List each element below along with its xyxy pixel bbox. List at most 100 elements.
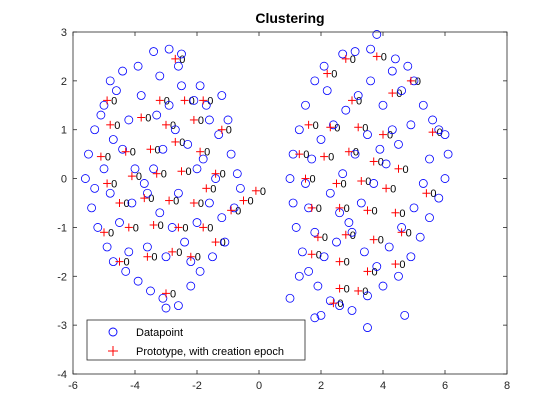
datapoint-marker (332, 237, 341, 247)
prototype-epoch-label: 0 (356, 95, 362, 107)
datapoint-marker (403, 61, 413, 71)
prototype-marker (239, 196, 248, 205)
datapoint-marker (434, 193, 444, 203)
prototype-marker (227, 206, 236, 215)
datapoint-marker (335, 301, 345, 311)
prototype-epoch-label: 0 (353, 147, 359, 159)
prototype-epoch-label: 0 (108, 227, 114, 239)
datapoint-marker (425, 154, 434, 164)
prototype-epoch-label: 0 (387, 130, 393, 142)
datapoint-marker (425, 213, 434, 223)
prototype-epoch-label: 0 (341, 178, 347, 190)
datapoint-marker (130, 164, 140, 174)
datapoint-layer (81, 30, 453, 332)
prototype-epoch-label: 0 (337, 298, 343, 310)
prototype-epoch-label: 0 (111, 178, 117, 190)
prototype-epoch-label: 0 (124, 257, 130, 269)
prototype-marker (217, 125, 226, 134)
datapoint-marker (136, 91, 146, 100)
datapoint-marker (108, 135, 118, 144)
prototype-marker (354, 286, 363, 295)
prototype-epoch-label: 0 (362, 122, 368, 134)
datapoint-marker (124, 247, 134, 257)
prototype-marker (171, 54, 180, 63)
prototype-epoch-label: 0 (195, 252, 201, 264)
prototype-epoch-label: 0 (378, 156, 384, 168)
datapoint-marker (350, 47, 360, 56)
datapoint-marker (359, 247, 369, 257)
datapoint-marker (105, 188, 115, 198)
datapoint-marker (341, 105, 351, 115)
prototype-epoch-label: 0 (430, 188, 436, 200)
prototype-epoch-label: 0 (179, 137, 185, 149)
datapoint-marker (102, 242, 112, 252)
datapoint-marker (363, 323, 372, 332)
datapoint-marker (394, 271, 403, 281)
prototype-marker (103, 96, 112, 105)
prototype-epoch-label: 0 (226, 125, 232, 137)
datapoint-marker (338, 169, 348, 179)
prototype-marker (106, 120, 115, 129)
datapoint-marker (363, 291, 372, 301)
datapoint-marker (316, 310, 326, 320)
datapoint-marker (226, 149, 236, 159)
prototype-marker (422, 189, 431, 198)
prototype-epoch-label: 0 (303, 149, 309, 161)
prototype-marker (335, 203, 344, 212)
prototype-epoch-label: 0 (145, 113, 151, 125)
prototype-marker (348, 96, 356, 105)
datapoint-marker (177, 49, 186, 59)
prototype-marker (372, 52, 381, 61)
prototype-epoch-label: 0 (390, 183, 396, 195)
datapoint-marker (319, 61, 329, 71)
x-tick-label: -6 (68, 380, 78, 392)
datapoint-marker (288, 198, 298, 208)
datapoint-marker (170, 125, 180, 135)
datapoint-marker (369, 179, 379, 188)
datapoint-marker (390, 54, 400, 64)
datapoint-marker (409, 203, 419, 213)
datapoint-marker (310, 227, 320, 237)
prototype-epoch-label: 0 (350, 54, 356, 66)
prototype-epoch-label: 0 (235, 205, 241, 217)
prototype-epoch-label: 0 (437, 127, 443, 139)
prototype-epoch-label: 0 (220, 237, 226, 249)
datapoint-marker (387, 66, 397, 76)
datapoint-marker (99, 100, 109, 110)
legend-box (86, 319, 306, 361)
y-tick-label: -2 (57, 271, 67, 283)
prototype-marker (162, 120, 170, 129)
datapoint-marker (294, 125, 304, 135)
prototype-marker (341, 54, 350, 63)
datapoint-marker (99, 164, 109, 174)
datapoint-marker (208, 252, 217, 262)
datapoint-marker (440, 174, 450, 183)
prototype-marker (428, 128, 437, 137)
datapoint-marker (155, 71, 165, 81)
prototype-epoch-label: 0 (198, 115, 204, 127)
datapoint-marker (301, 100, 310, 110)
datapoint-marker (366, 44, 376, 54)
datapoint-marker (195, 266, 205, 276)
prototype-epoch-label: 0 (372, 266, 378, 278)
datapoint-marker (189, 96, 199, 105)
x-tick-label: 6 (442, 380, 448, 392)
datapoint-marker (217, 213, 227, 223)
datapoint-marker (415, 232, 425, 242)
datapoint-marker (204, 198, 214, 208)
prototype-epoch-label: 0 (344, 284, 350, 296)
prototype-epoch-label: 0 (161, 169, 167, 181)
prototype-marker (168, 247, 177, 256)
prototype-epoch-label: 0 (114, 120, 120, 132)
prototype-marker (344, 147, 353, 156)
prototype-marker (171, 137, 180, 146)
prototype-marker (313, 233, 322, 242)
prototype-marker (326, 123, 335, 132)
datapoint-marker (133, 61, 143, 71)
datapoint-marker (366, 76, 376, 86)
datapoint-marker (325, 296, 335, 306)
datapoint-marker (81, 174, 90, 183)
datapoint-marker (96, 110, 106, 120)
prototype-marker (354, 123, 363, 132)
